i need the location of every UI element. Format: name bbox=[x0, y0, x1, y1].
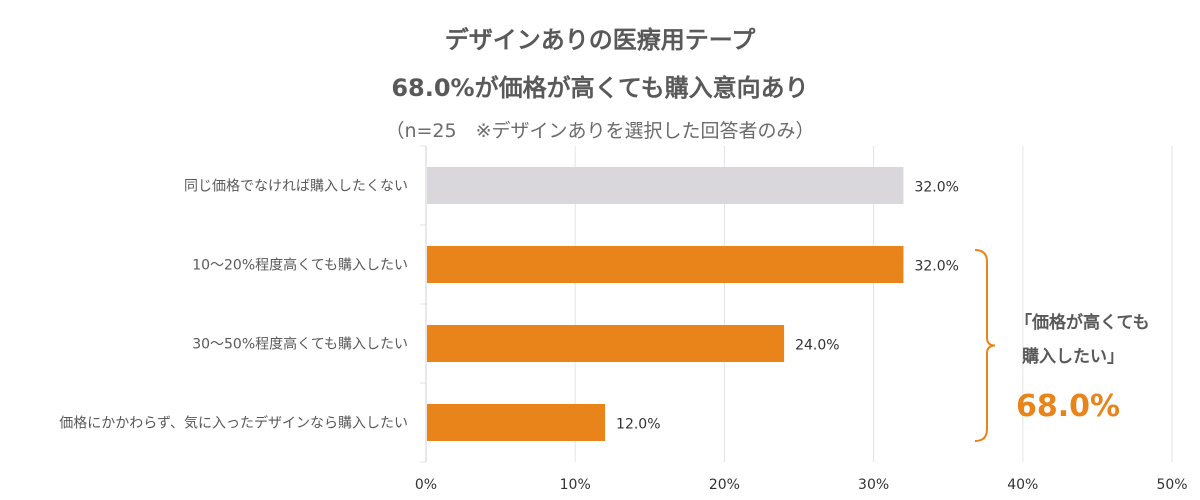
x-tick-label: 20% bbox=[709, 477, 740, 493]
x-tick-label: 0% bbox=[415, 477, 437, 493]
callout-line-2: 購入したい」 bbox=[1022, 346, 1124, 367]
data-label: 32.0% bbox=[914, 259, 958, 275]
data-label: 12.0% bbox=[616, 417, 660, 433]
callout-value: 68.0% bbox=[1016, 389, 1120, 424]
category-label: 30〜50%程度高くても購入したい bbox=[192, 336, 408, 353]
category-label: 同じ価格でなければ購入したくない bbox=[184, 179, 408, 195]
x-tick-label: 30% bbox=[858, 477, 889, 493]
callout-bracket bbox=[975, 250, 995, 441]
callout-line-1: 「価格が高くても bbox=[1015, 312, 1150, 333]
bar bbox=[427, 325, 784, 362]
category-label: 価格にかかわらず、気に入ったデザインなら購入したい bbox=[59, 415, 408, 432]
category-label: 10〜20%程度高くても購入したい bbox=[192, 257, 408, 274]
data-label: 32.0% bbox=[914, 180, 958, 196]
bar bbox=[427, 404, 605, 441]
data-label: 24.0% bbox=[795, 338, 839, 354]
bar bbox=[427, 246, 903, 283]
bar bbox=[427, 167, 903, 204]
x-tick-label: 10% bbox=[560, 477, 591, 493]
x-tick-label: 40% bbox=[1007, 477, 1038, 493]
x-tick-label: 50% bbox=[1156, 477, 1187, 493]
